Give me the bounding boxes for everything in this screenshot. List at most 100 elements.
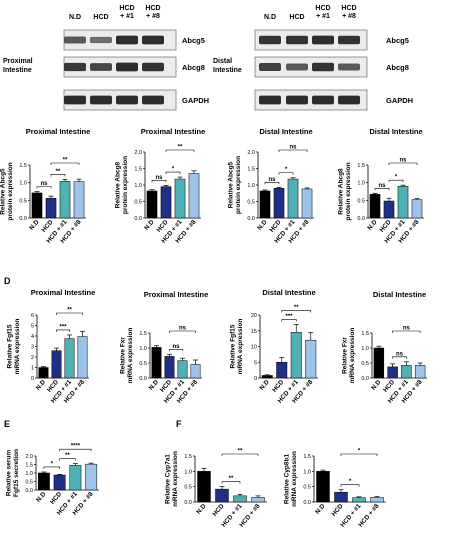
significance-bracket xyxy=(392,330,421,333)
category-label: N.D xyxy=(143,218,156,231)
y-tick-label: 0.0 xyxy=(139,376,147,382)
category-label: N.D xyxy=(195,502,208,515)
significance-bracket xyxy=(50,174,66,177)
bar xyxy=(69,465,82,491)
y-tick-label: 0.0 xyxy=(134,216,142,222)
significance-bracket xyxy=(165,171,181,175)
band-label: Abcg5 xyxy=(182,36,205,45)
blot-band xyxy=(312,95,334,105)
bar xyxy=(397,185,409,219)
category-label: N.D xyxy=(256,218,269,231)
y-tick-label: 1.0 xyxy=(357,181,365,187)
bar xyxy=(37,472,50,491)
lane-label: HCD xyxy=(341,5,356,12)
significance-label: ns xyxy=(396,351,404,357)
y-axis-label: Relative Fgf15 xyxy=(230,324,237,368)
significance-bracket xyxy=(50,162,80,165)
significance-label: ** xyxy=(63,158,68,164)
chart-10: 0.0 0.5 1.0 1.5 Relative Cyp7a1 mRNA expressi… xyxy=(165,449,267,529)
lane-label: + #1 xyxy=(120,13,134,20)
significance-label: ** xyxy=(294,305,299,311)
chart-title: Proximal Intestine xyxy=(144,290,209,299)
y-tick-label: 0.5 xyxy=(247,200,255,206)
blot-band xyxy=(312,35,334,45)
lane-label: + #1 xyxy=(316,13,330,20)
y-tick-label: 1.0 xyxy=(247,183,255,189)
significance-bracket xyxy=(278,172,294,175)
y-tick-label: 2 xyxy=(31,355,34,361)
bar xyxy=(146,190,158,219)
bar xyxy=(85,463,98,491)
category-label: HCD xyxy=(330,502,344,517)
y-tick-label: 1.5 xyxy=(184,454,192,460)
panel-letter: E xyxy=(4,419,10,429)
y-tick-label: 1.5 xyxy=(361,331,369,337)
bar xyxy=(316,471,330,503)
chart-5: Proximal Intestine 0 1 2 3 4 5 6 Relative Fgf15 m… xyxy=(7,288,96,405)
significance-label: ** xyxy=(67,308,72,314)
y-axis-label: protein expression xyxy=(122,156,129,214)
category-label: N.D xyxy=(28,218,41,231)
significance-bracket xyxy=(169,349,183,352)
y-tick-label: 1.0 xyxy=(361,346,369,352)
blot-band xyxy=(142,95,164,105)
bar xyxy=(373,347,385,379)
y-tick-label: 1.0 xyxy=(184,469,192,475)
significance-bracket xyxy=(59,448,92,452)
bar xyxy=(190,364,201,379)
y-tick-label: 1 xyxy=(31,366,34,372)
blot-band xyxy=(338,35,360,45)
significance-label: ns xyxy=(403,326,411,332)
y-axis-label: Relative Abcg8 xyxy=(338,168,345,215)
bar xyxy=(51,350,62,379)
panel-letter: D xyxy=(4,276,11,286)
bar xyxy=(64,338,75,379)
blot-strip xyxy=(254,89,368,111)
y-tick-label: 1.5 xyxy=(19,163,27,169)
significance-bracket xyxy=(56,312,83,315)
significance-label: ns xyxy=(40,181,48,187)
blot-strip xyxy=(254,29,368,51)
bar xyxy=(290,332,302,379)
y-tick-label: 0.0 xyxy=(303,500,311,506)
y-tick-label: 0.5 xyxy=(25,480,33,486)
y-tick-label: 0.0 xyxy=(361,376,369,382)
y-tick-label: 0.5 xyxy=(19,198,27,204)
bar xyxy=(411,199,423,219)
bar xyxy=(259,190,271,219)
lane-label: + #8 xyxy=(146,13,160,20)
y-tick-label: 0.5 xyxy=(361,361,369,367)
blot-band xyxy=(286,63,308,71)
bar xyxy=(38,367,49,379)
y-tick-label: 0.5 xyxy=(134,200,142,206)
bar xyxy=(45,197,57,219)
blot-band xyxy=(116,35,138,45)
blot-band xyxy=(312,62,334,72)
y-axis-label: Relative Cyp8b1 xyxy=(284,454,291,505)
blot-band xyxy=(90,63,112,71)
bar xyxy=(174,178,186,219)
significance-bracket xyxy=(388,162,418,165)
tissue-label: Proximal xyxy=(3,58,33,65)
significance-bracket xyxy=(374,187,390,191)
y-tick-label: 1.5 xyxy=(247,167,255,173)
lane-label: HCD xyxy=(145,5,160,12)
y-tick-label: 2.0 xyxy=(247,150,255,156)
bar xyxy=(301,188,313,219)
y-axis-label: Fgf15 secretion xyxy=(13,449,20,497)
y-tick-label: 1.0 xyxy=(303,469,311,475)
chart-title: Proximal Intestine xyxy=(26,127,91,136)
y-axis-label: mRNA expression xyxy=(349,328,356,384)
y-tick-label: 20 xyxy=(251,313,257,319)
significance-label: ** xyxy=(178,145,183,151)
category-label: N.D xyxy=(366,218,379,231)
significance-bracket xyxy=(264,182,280,185)
chart-2: Proximal Intestine 0.0 0.5 1.0 1.5 2.0 Relativ… xyxy=(115,127,206,245)
bar xyxy=(59,181,71,219)
category-label: N.D xyxy=(35,490,48,503)
y-tick-label: 1.5 xyxy=(357,163,365,169)
y-axis-label: Relative Fxr xyxy=(342,337,349,374)
y-axis-label: mRNA expression xyxy=(127,328,134,384)
y-axis-label: Relative Fxr xyxy=(120,337,127,374)
